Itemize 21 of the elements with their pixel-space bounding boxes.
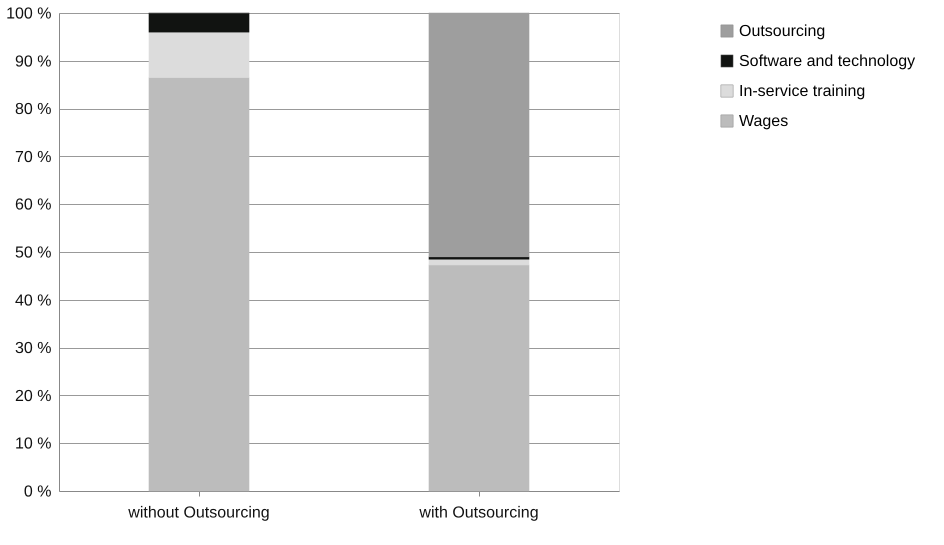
y-tick-label: 70 % [15,148,52,166]
x-tick-label: with Outsourcing [418,504,539,522]
x-tick-label: without Outsourcing [127,504,270,522]
legend-label: In-service training [739,83,866,100]
y-tick-label: 30 % [15,340,52,358]
bar [148,12,250,32]
y-tick-label: 90 % [15,53,52,70]
legend-label: Wages [739,113,788,130]
y-tick-label: 60 % [15,196,52,214]
legend-label: Outsourcing [739,23,826,40]
y-tick-label: 50 % [15,244,52,262]
bar [148,77,250,492]
y-tick-label: 40 % [15,292,52,310]
bar [428,264,530,492]
y-tick-label: 0 % [24,484,52,500]
y-tick-label: 100 % [6,6,52,22]
y-tick-label: 80 % [15,101,52,118]
y-tick-label: 10 % [15,436,52,453]
y-tick-label: 20 % [15,388,52,405]
bar [148,32,250,78]
legend-label: Software and technology [739,53,916,70]
